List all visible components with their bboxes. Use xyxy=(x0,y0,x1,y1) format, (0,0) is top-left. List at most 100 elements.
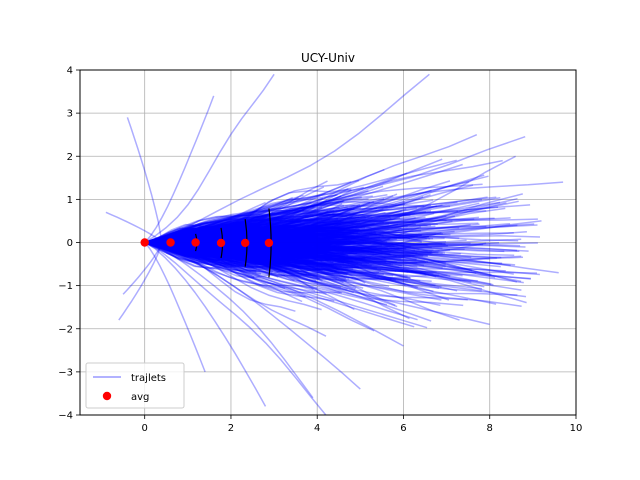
trajlet-line xyxy=(144,229,345,244)
trajlet-line xyxy=(144,241,436,287)
trajlet-line xyxy=(144,217,333,244)
trajlet-line xyxy=(144,223,265,244)
trajlet-line xyxy=(144,241,256,252)
trajlet-line xyxy=(144,220,424,244)
trajlet-line xyxy=(144,215,264,244)
trajlet-line xyxy=(144,241,271,249)
trajlet-line xyxy=(144,217,401,244)
trajlet-line xyxy=(144,228,262,244)
trajlet-line xyxy=(144,237,280,246)
y-axis-ticks: −4 −3 −2 −1 0 1 2 3 4 xyxy=(58,66,80,422)
trajlet-line xyxy=(144,236,357,258)
y-tick-label: 4 xyxy=(67,66,73,77)
trajlet-line xyxy=(144,227,423,244)
trajlet-line xyxy=(144,234,518,252)
trajlet-line xyxy=(144,204,531,244)
trajlet-line xyxy=(144,223,480,244)
trajlet-line xyxy=(144,231,354,244)
trajlet-line xyxy=(144,241,345,274)
trajlet-line xyxy=(144,201,371,244)
trajlet-line xyxy=(144,241,314,399)
trajlet-line xyxy=(144,212,364,244)
trajlet-line xyxy=(144,236,275,248)
trajlet-line xyxy=(144,226,265,244)
trajlet-line xyxy=(144,206,323,244)
trajlet-line xyxy=(144,223,341,244)
trajlet-line xyxy=(144,241,310,275)
trajlet-line xyxy=(144,228,257,244)
trajlet-line xyxy=(144,217,339,244)
legend-avg-label: avg xyxy=(131,392,149,403)
trajlet-line xyxy=(144,210,459,244)
trajlet-line xyxy=(144,241,501,268)
trajlet-line xyxy=(144,184,474,244)
trajlet-line xyxy=(144,181,469,244)
trajlet-line xyxy=(144,241,354,271)
trajlet-line xyxy=(144,228,330,250)
y-tick-label: 1 xyxy=(67,195,73,206)
trajlet-line xyxy=(144,240,365,253)
trajlet-line xyxy=(144,241,472,284)
trajlet-line xyxy=(144,241,282,265)
trajlet-line xyxy=(144,230,293,244)
trajlet-line xyxy=(144,229,265,244)
trajlet-line xyxy=(144,241,380,274)
trajlet-line xyxy=(144,241,487,263)
trajlet-line xyxy=(144,241,394,266)
trajlet-line xyxy=(144,241,263,262)
trajlet-line xyxy=(144,241,358,269)
trajlet-line xyxy=(144,226,358,244)
trajlet-line xyxy=(144,235,427,246)
trajlet-line xyxy=(144,231,291,255)
trajlet-line xyxy=(144,228,388,244)
trajlet-line xyxy=(144,231,363,246)
trajlet-line xyxy=(144,196,488,244)
trajlet-line xyxy=(144,241,559,274)
trajlet-line xyxy=(144,241,257,273)
trajlet-line xyxy=(144,240,302,253)
trajlet-line xyxy=(144,215,370,244)
trajlet-line xyxy=(144,209,270,244)
trajlet-line xyxy=(144,241,338,268)
trajlet-line xyxy=(144,241,327,337)
trajlet-line xyxy=(144,229,331,246)
trajlet-line xyxy=(144,241,371,259)
trajlet-line xyxy=(144,241,440,289)
trajlet-line xyxy=(144,241,266,256)
trajlet-line xyxy=(144,241,356,267)
trajlet-line xyxy=(144,195,373,244)
trajlet-line xyxy=(144,241,500,251)
trajlet-line xyxy=(144,226,431,244)
trajlet-line xyxy=(144,241,342,264)
trajlet-line xyxy=(144,241,342,289)
trajlet-line xyxy=(144,230,328,259)
trajlet-line xyxy=(144,224,538,244)
trajlet-line xyxy=(144,196,294,244)
trajlet-line xyxy=(144,241,522,307)
avg-point xyxy=(166,238,175,247)
trajlet-line xyxy=(144,241,426,274)
trajlet-line xyxy=(144,242,206,373)
trajlet-line xyxy=(144,222,375,244)
trajlet-line xyxy=(144,241,370,250)
trajlet-line xyxy=(144,237,522,246)
trajlet-line xyxy=(144,221,389,244)
trajlet-line xyxy=(144,213,342,248)
trajlet-line xyxy=(144,210,427,244)
trajlet-line xyxy=(144,241,387,261)
trajlet-line xyxy=(144,186,325,244)
trajlet-line xyxy=(144,241,483,290)
trajlet-line xyxy=(144,219,268,244)
trajlet-line xyxy=(144,231,442,259)
trajlet-line xyxy=(144,227,276,251)
trajlet-line xyxy=(144,241,334,264)
trajlet-line xyxy=(144,236,417,260)
trajlet-line xyxy=(144,241,522,264)
trajlet-line xyxy=(144,237,382,245)
y-tick-label: −1 xyxy=(58,281,73,292)
trajlet-line xyxy=(144,231,328,262)
trajlet-line xyxy=(144,236,266,254)
trajlet-line xyxy=(144,200,375,254)
trajlet-line xyxy=(144,241,428,262)
trajlet-line xyxy=(144,233,354,244)
